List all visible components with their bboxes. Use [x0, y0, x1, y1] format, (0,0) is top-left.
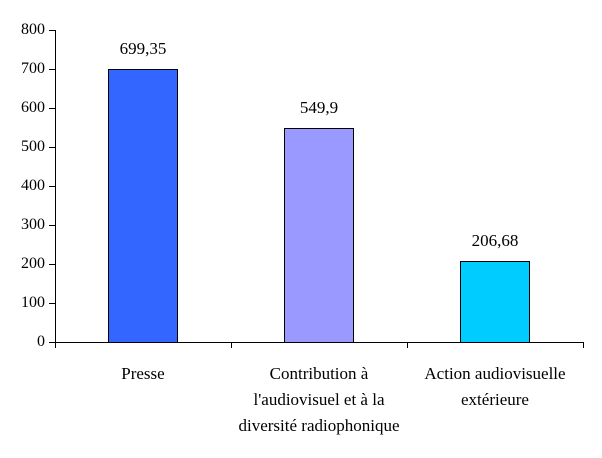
bar-value-label: 699,35: [119, 39, 167, 58]
x-axis-category-label: Presse: [38, 361, 248, 387]
x-axis-tick: [407, 342, 408, 348]
y-axis-tick: [49, 30, 55, 31]
bar-2: [460, 261, 530, 343]
x-axis-tick: [55, 342, 56, 348]
y-axis-tick-label: 800: [21, 21, 45, 38]
y-axis-tick-label: 600: [21, 99, 45, 116]
x-axis-category-label-line: extérieure: [461, 390, 529, 409]
y-axis-line: [55, 30, 56, 342]
x-axis-category-label-line: Presse: [121, 364, 165, 383]
y-axis-tick: [49, 186, 55, 187]
x-axis-category-label-line: diversité radiophonique: [238, 416, 400, 435]
bar-value-label: 549,9: [299, 98, 339, 117]
y-axis-tick: [49, 342, 55, 343]
y-axis-tick: [49, 225, 55, 226]
y-axis-tick: [49, 147, 55, 148]
x-axis-tick: [583, 342, 584, 348]
x-axis-category-label: Contribution à l'audiovisuel et à la diver…: [214, 361, 424, 439]
x-axis-category-label-line: Action audiovisuelle: [424, 364, 566, 383]
x-axis-category-label-line: Contribution à: [269, 364, 369, 383]
y-axis-tick: [49, 69, 55, 70]
bar-value-label: 206,68: [471, 231, 519, 250]
y-axis-tick-label: 700: [21, 60, 45, 77]
y-axis-tick-label: 0: [37, 333, 45, 350]
x-axis-category-label: Action audiovisuelle extérieure: [390, 361, 600, 413]
y-axis-tick-label: 500: [21, 138, 45, 155]
x-axis-category-label-line: l'audiovisuel et à la: [253, 390, 385, 409]
x-axis-tick: [231, 342, 232, 348]
y-axis-tick: [49, 108, 55, 109]
y-axis-tick-label: 400: [21, 177, 45, 194]
y-axis-tick-label: 100: [21, 294, 45, 311]
bar-0: [108, 69, 178, 343]
y-axis-tick: [49, 264, 55, 265]
bar-1: [284, 128, 354, 343]
y-axis-tick: [49, 303, 55, 304]
y-axis-tick-label: 200: [21, 255, 45, 272]
y-axis-tick-label: 300: [21, 216, 45, 233]
